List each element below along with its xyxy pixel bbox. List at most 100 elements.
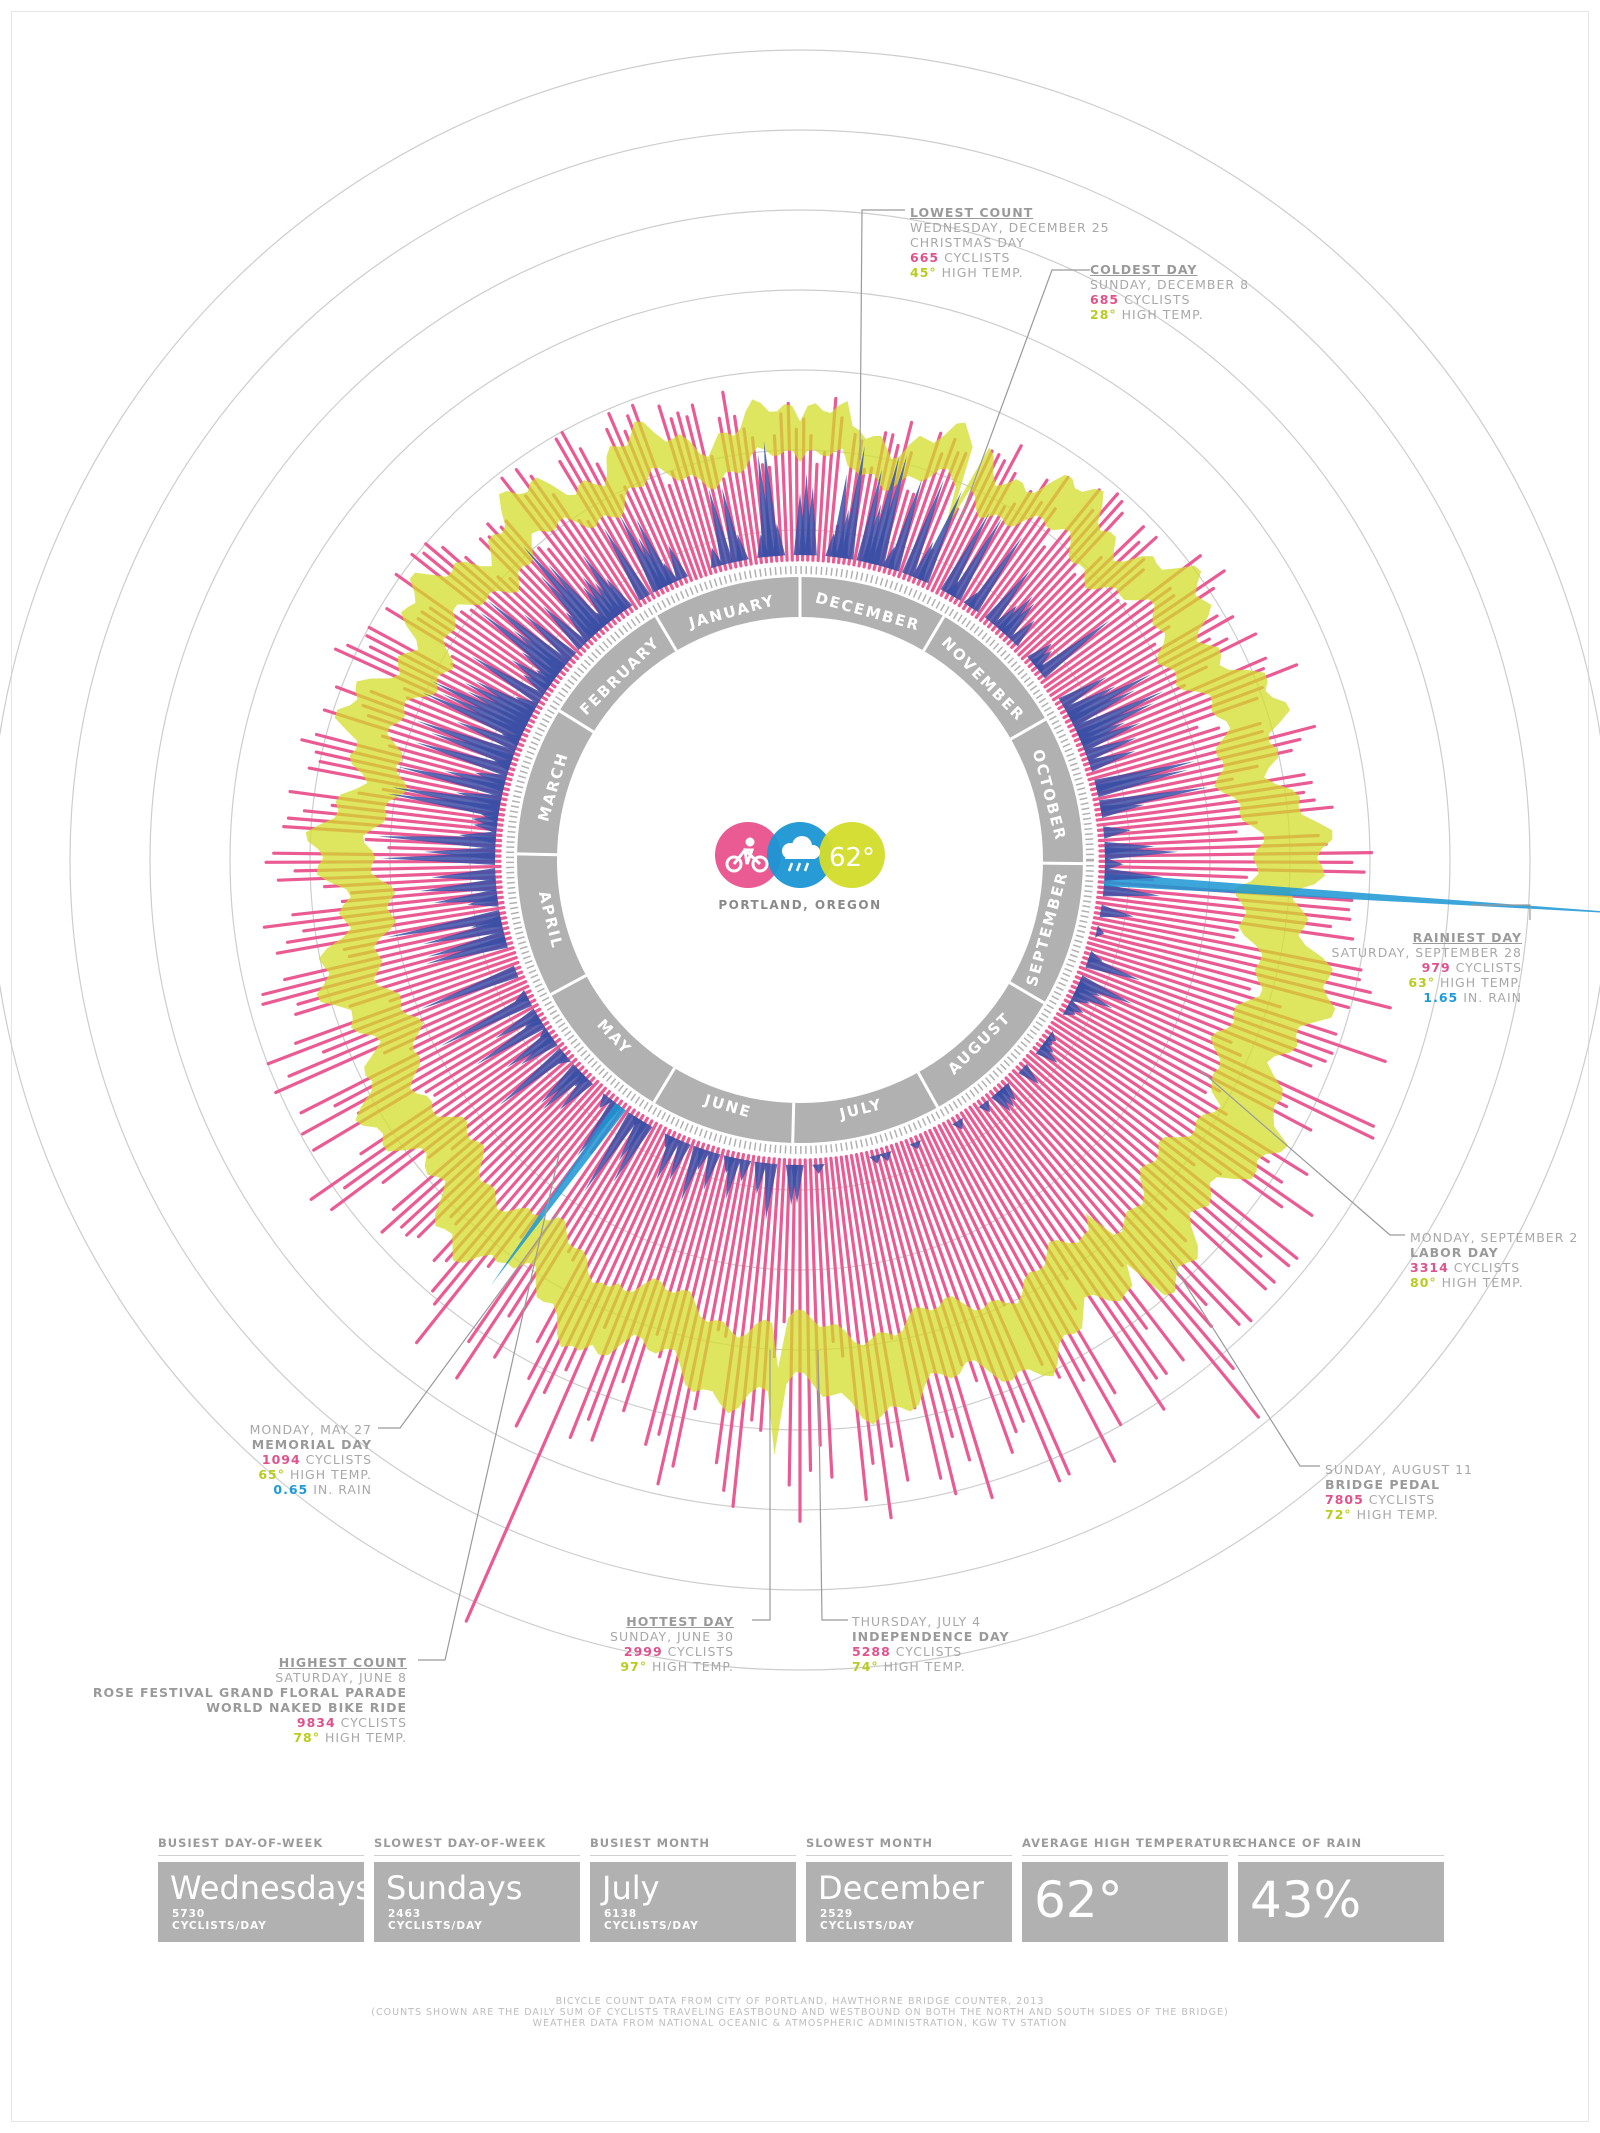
cloud-glyph xyxy=(782,836,820,872)
rain-spike xyxy=(978,1099,990,1113)
month-divider xyxy=(1010,717,1047,741)
rain-spike xyxy=(433,889,498,903)
rain-spike xyxy=(540,575,599,640)
cyclist-bar xyxy=(1086,941,1252,991)
cyclist-bar xyxy=(493,1113,645,1359)
stat-slowest-month: SLOWEST MONTH December 2529 CYCLISTS/DAY xyxy=(806,1836,1012,1942)
rain-spike xyxy=(381,852,496,865)
rain-spike xyxy=(1066,674,1152,724)
leader-line xyxy=(752,1350,771,1621)
rain-spike xyxy=(1069,690,1136,728)
center-icons: 62° xyxy=(715,822,885,888)
cyclist-bar xyxy=(1095,900,1355,941)
rain-spike xyxy=(420,878,497,892)
cyclist-bar xyxy=(849,1153,910,1482)
cyclist-bar xyxy=(1051,625,1171,702)
cyclist-bar xyxy=(318,759,508,802)
month-divider xyxy=(1008,981,1046,1005)
cyclist-bar xyxy=(301,1003,539,1136)
rain-spike xyxy=(582,554,628,616)
rain-spike xyxy=(415,742,511,777)
day-ticks xyxy=(506,566,1094,1154)
cyclist-bar xyxy=(514,1126,668,1428)
cyclist-bar xyxy=(996,1083,1213,1328)
cyclist-bar xyxy=(904,1138,1018,1434)
cyclist-bar xyxy=(392,1053,575,1212)
cyclist-bar xyxy=(1097,885,1351,912)
cyclist-bar xyxy=(1043,594,1176,689)
annotation-labor-day: MONDAY, SEPTEMBER 2 LABOR DAY 3314 CYCLI… xyxy=(1410,1230,1579,1290)
cyclist-bar xyxy=(381,1041,565,1185)
leader-line xyxy=(1169,1259,1320,1467)
rain-spike xyxy=(487,600,570,671)
rain-spike xyxy=(547,564,607,632)
rain-spike xyxy=(963,592,978,610)
rain-spike xyxy=(613,1120,653,1182)
rain-spike xyxy=(1077,975,1132,1004)
rain-spike xyxy=(542,606,588,651)
cyclist-bar xyxy=(1089,931,1392,1010)
rain-spike xyxy=(456,721,520,752)
rain-spike xyxy=(879,1151,892,1162)
cyclist-bar xyxy=(854,1152,894,1340)
rain-spike xyxy=(565,612,596,643)
rain-spike xyxy=(726,1156,741,1199)
rain-spike xyxy=(881,546,895,570)
rain-spike xyxy=(952,1117,963,1130)
month-divider xyxy=(916,1071,939,1109)
rain-spike xyxy=(559,1075,594,1110)
rain-spike xyxy=(739,1158,752,1182)
cyclist-bar xyxy=(657,1149,731,1436)
rain-spike xyxy=(1094,761,1196,793)
stat-average-high-temp: AVERAGE HIGH TEMPERATURE 62° xyxy=(1022,1836,1240,1942)
cyclist-bar xyxy=(286,816,503,838)
rain-spike xyxy=(791,1164,804,1204)
cyclist-bar xyxy=(923,1130,1006,1307)
rain-spike xyxy=(825,532,838,558)
rain-spike xyxy=(1087,950,1103,963)
month-divider xyxy=(558,709,595,734)
leader-line xyxy=(1472,904,1531,920)
rain-spike xyxy=(993,605,1018,632)
cyclist-bar xyxy=(716,1153,751,1332)
cyclist-bar xyxy=(1098,864,1366,874)
rain-spike xyxy=(697,1147,711,1171)
rain-spike xyxy=(506,1030,555,1068)
rain-spike xyxy=(476,1017,546,1065)
rain-spike xyxy=(467,894,499,907)
cyclist-bar xyxy=(813,1157,834,1479)
rain-spike xyxy=(584,1112,639,1192)
rain-spike xyxy=(708,488,734,566)
rain-spike xyxy=(431,733,514,767)
rain-spike xyxy=(940,512,990,596)
rain-spike xyxy=(703,1151,721,1190)
cyclist-bar xyxy=(288,789,505,822)
rain-spike xyxy=(540,1064,582,1104)
rain-spike xyxy=(1088,751,1136,772)
cyclist-bar xyxy=(1015,1065,1168,1211)
stat-chance-of-rain: CHANCE OF RAIN 43% xyxy=(1238,1836,1444,1942)
bicycle-glyph xyxy=(725,837,769,873)
cyclist-bar xyxy=(899,1140,1014,1454)
rain-spike xyxy=(887,478,923,572)
cyclist-bar xyxy=(388,955,518,1003)
rain-spike xyxy=(967,536,1023,613)
cyclist-bar xyxy=(852,466,874,567)
cyclist-bar xyxy=(1017,540,1141,657)
cyclist-bar xyxy=(1044,1029,1314,1217)
leader-line xyxy=(418,1149,561,1661)
rain-spike xyxy=(711,547,724,569)
annotation-highest-count: HIGHEST COUNT SATURDAY, JUNE 8 ROSE FEST… xyxy=(92,1655,407,1745)
rain-spike xyxy=(425,935,508,964)
cyclist-bar xyxy=(864,1150,943,1480)
cyclist-bar xyxy=(829,1156,868,1502)
rain-spike xyxy=(856,469,882,563)
rain-spike xyxy=(668,545,689,582)
rain-spike xyxy=(397,766,505,798)
month-divider xyxy=(1042,861,1083,866)
cyclist-bar xyxy=(1020,535,1158,661)
cyclist-bar xyxy=(879,1147,972,1462)
leader-line xyxy=(959,269,1090,521)
rain-spike xyxy=(1065,999,1084,1013)
